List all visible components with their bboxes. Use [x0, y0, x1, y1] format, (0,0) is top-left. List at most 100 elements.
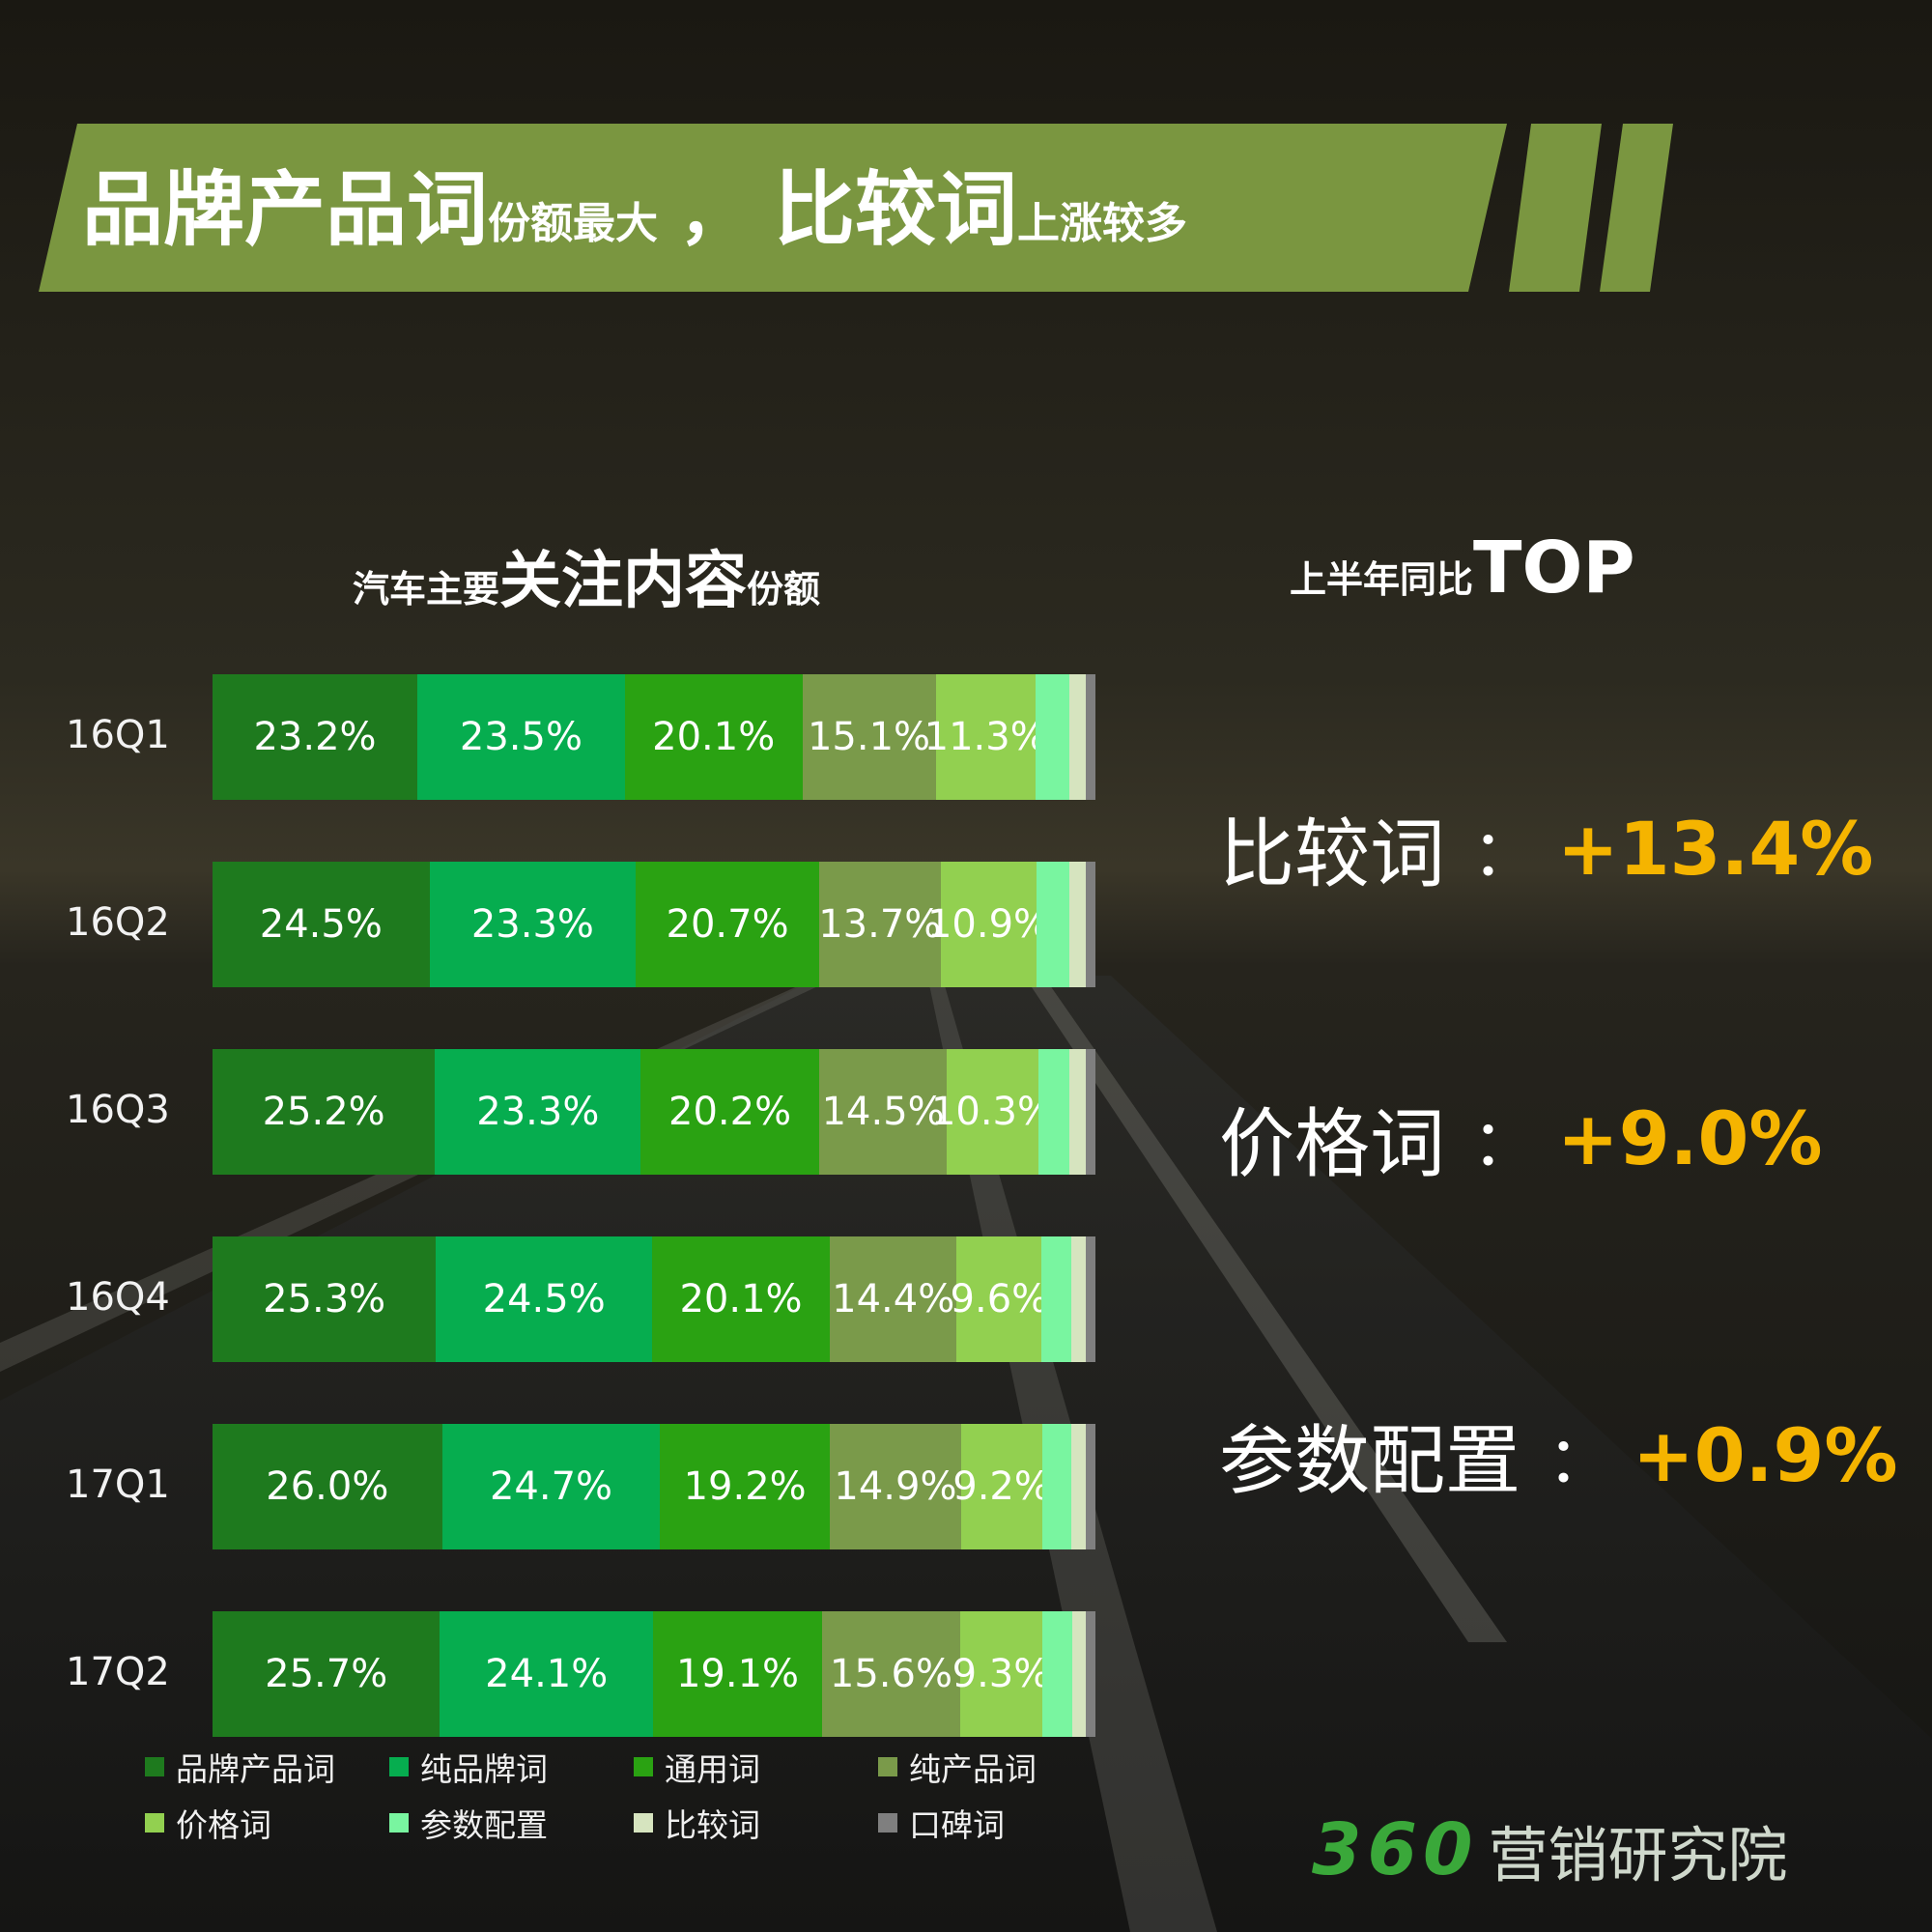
bar-segment: 10.3%	[930, 1049, 1055, 1175]
data-label: 23.2%	[253, 715, 377, 759]
category-label: 16Q2	[66, 900, 170, 945]
category-label: 16Q1	[66, 713, 170, 757]
bar-segment: 11.3%	[923, 674, 1047, 800]
bar-segment	[1068, 674, 1086, 800]
data-label: 23.3%	[476, 1090, 600, 1134]
bar-segment	[1042, 1611, 1073, 1737]
data-label: 20.1%	[652, 715, 776, 759]
top-item-comparison: 比较词 ： +13.4%	[1219, 805, 1874, 899]
data-label: 20.7%	[666, 902, 789, 947]
bar-segment: 20.2%	[640, 1049, 819, 1175]
legend-label: 比较词	[665, 1806, 760, 1844]
legend-label: 纯产品词	[909, 1750, 1037, 1788]
category-label: 17Q1	[66, 1463, 170, 1507]
bar-segment	[1085, 1424, 1095, 1549]
legend-swatch	[634, 1757, 653, 1776]
bar-segment: 19.1%	[653, 1611, 822, 1737]
data-label: 9.3%	[952, 1652, 1051, 1696]
legend-swatch	[878, 1757, 897, 1776]
bar-segment: 20.7%	[636, 862, 819, 987]
bar-segment: 14.4%	[829, 1236, 957, 1362]
legend-label: 参数配置	[420, 1806, 548, 1844]
legend-swatch	[634, 1813, 653, 1833]
legend-swatch	[389, 1757, 409, 1776]
data-label: 19.1%	[675, 1652, 800, 1696]
bar-segment	[1042, 1424, 1072, 1549]
bar-segment: 9.2%	[952, 1424, 1051, 1549]
bar-segment: 25.3%	[213, 1236, 437, 1362]
data-label: 25.2%	[262, 1090, 385, 1134]
bar-row: 26.0% 24.7% 19.2% 14.9% 9.2%	[213, 1424, 1095, 1549]
banner-stripe-2	[1600, 124, 1673, 292]
top-item-price: 价格词 ： +9.0%	[1219, 1094, 1823, 1189]
data-label: 20.2%	[668, 1090, 792, 1134]
bar-row: 25.7% 24.1% 19.1% 15.6% 9.3%	[213, 1611, 1095, 1737]
bar-row: 23.2% 23.5% 20.1% 15.1% 11.3%	[213, 674, 1095, 800]
bar-segment	[1069, 862, 1086, 987]
bar-segment: 14.9%	[829, 1424, 962, 1549]
bar-segment: 13.7%	[818, 862, 942, 987]
bar-segment: 24.1%	[440, 1611, 654, 1737]
banner-stripe-1	[1509, 124, 1602, 292]
data-label: 24.7%	[489, 1464, 613, 1509]
data-label: 15.1%	[807, 715, 931, 759]
bar-segment: 20.1%	[652, 1236, 830, 1362]
bar-segment: 26.0%	[213, 1424, 442, 1549]
legend-label: 品牌产品词	[176, 1750, 335, 1788]
legend-item: 品牌产品词	[145, 1744, 335, 1790]
bar-segment: 14.5%	[818, 1049, 948, 1175]
data-label: 14.9%	[834, 1464, 957, 1509]
data-label: 25.7%	[265, 1652, 388, 1696]
bar-segment: 15.1%	[802, 674, 936, 800]
bar-segment: 24.5%	[436, 1236, 653, 1362]
bar-segment: 24.5%	[213, 862, 430, 987]
data-label: 13.7%	[818, 902, 942, 947]
data-label: 26.0%	[266, 1464, 389, 1509]
bar-segment	[1037, 1049, 1070, 1175]
legend-swatch	[145, 1813, 164, 1833]
legend-label: 纯品牌词	[420, 1750, 548, 1788]
bar-segment	[1085, 674, 1095, 800]
bar-segment	[1085, 1049, 1095, 1175]
category-label: 16Q4	[66, 1275, 170, 1320]
legend-item: 口碑词	[878, 1800, 1005, 1846]
data-label: 9.2%	[952, 1464, 1051, 1509]
bar-row: 25.2% 23.3% 20.2% 14.5% 10.3%	[213, 1049, 1095, 1175]
bar-segment: 23.2%	[213, 674, 418, 800]
bar-segment: 15.6%	[821, 1611, 960, 1737]
data-label: 25.3%	[263, 1277, 386, 1321]
bar-row: 25.3% 24.5% 20.1% 14.4% 9.6%	[213, 1236, 1095, 1362]
legend-swatch	[145, 1757, 164, 1776]
data-label: 24.5%	[259, 902, 383, 947]
bar-segment	[1037, 862, 1070, 987]
data-label: 10.3%	[930, 1090, 1055, 1134]
data-label: 9.6%	[950, 1277, 1049, 1321]
data-label: 23.3%	[470, 902, 594, 947]
bar-segment: 19.2%	[660, 1424, 830, 1549]
bar-segment: 24.7%	[441, 1424, 661, 1549]
data-label: 11.3%	[923, 715, 1047, 759]
bar-segment	[1085, 1611, 1095, 1737]
bar-segment: 25.2%	[213, 1049, 436, 1175]
bar-segment: 25.7%	[213, 1611, 440, 1737]
title-banner	[39, 124, 1507, 292]
category-label: 17Q2	[66, 1650, 170, 1694]
data-label: 20.1%	[679, 1277, 803, 1321]
bar-segment: 23.3%	[435, 1049, 641, 1175]
chart-title: 汽车主要 关注内容 份额	[353, 546, 821, 617]
legend-item: 纯产品词	[878, 1744, 1037, 1790]
data-label: 24.1%	[485, 1652, 609, 1696]
data-label: 14.4%	[832, 1277, 955, 1321]
bar-segment	[1072, 1611, 1086, 1737]
bar-segment	[1041, 1236, 1072, 1362]
page-title: 品牌产品词 份额最大 ， 比较词 上涨较多	[82, 162, 1188, 257]
data-label: 19.2%	[683, 1464, 807, 1509]
bar-segment	[1035, 674, 1069, 800]
bar-segment	[1071, 1236, 1086, 1362]
data-label: 24.5%	[482, 1277, 606, 1321]
legend-swatch	[389, 1813, 409, 1833]
legend-label: 通用词	[665, 1750, 760, 1788]
bar-segment: 9.6%	[950, 1236, 1049, 1362]
bar-segment: 23.5%	[417, 674, 625, 800]
legend-item: 纯品牌词	[389, 1744, 548, 1790]
